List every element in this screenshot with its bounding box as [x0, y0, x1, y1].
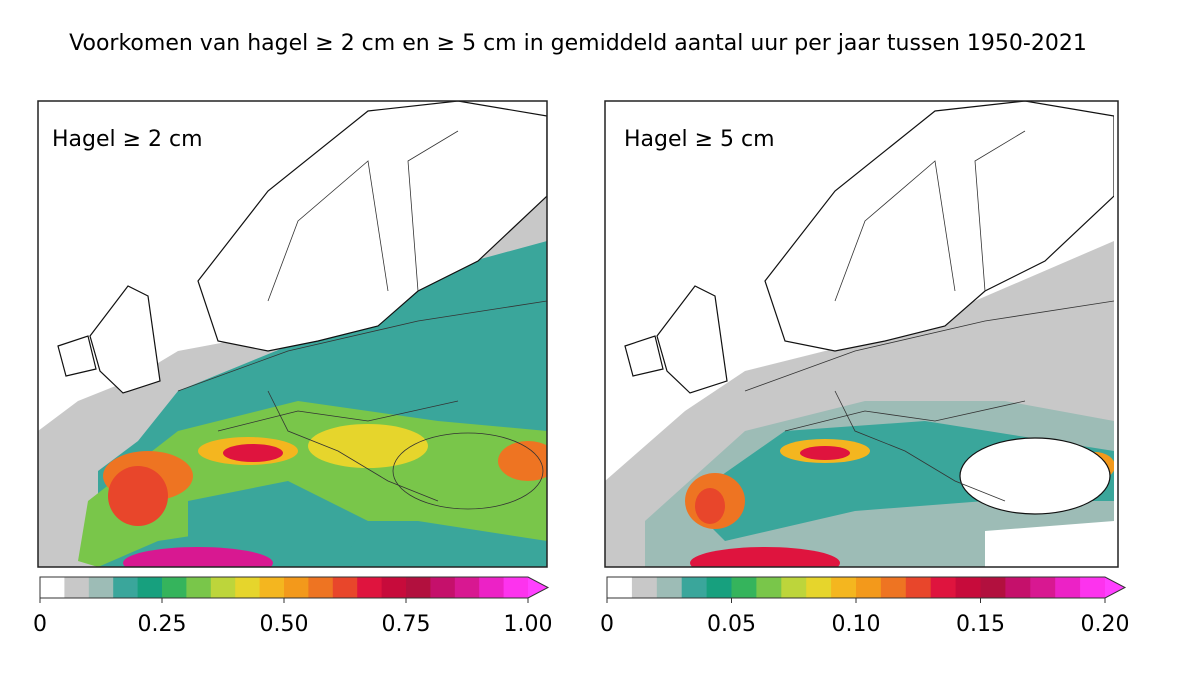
colorbar-tick-label: 0.10 [832, 612, 881, 637]
colorbar-segment [1030, 577, 1056, 598]
colorbar-outline [39, 576, 550, 599]
colorbar-tick-label: 0.05 [707, 612, 756, 637]
colorbar-segment [856, 577, 882, 598]
colorbar-tick-label: 0.75 [382, 612, 431, 637]
colorbar-segment [781, 577, 807, 598]
colorbar-segment [955, 577, 981, 598]
colorbar-segment [980, 577, 1006, 598]
colorbar-segment [406, 577, 431, 598]
colorbar-segment [706, 577, 732, 598]
colorbar-tick-label: 1.00 [504, 612, 553, 637]
colorbar-extend [528, 577, 548, 598]
panel-label: Hagel ≥ 2 cm [52, 127, 203, 152]
colorbar-segment [235, 577, 261, 598]
colorbar-segment [905, 577, 932, 598]
colorbar-segment [284, 577, 309, 598]
colorbar-segment [40, 577, 65, 598]
colorbar-segment [756, 577, 782, 598]
colorbar-segment [681, 577, 708, 598]
colorbar-segment [656, 577, 683, 598]
colorbar-tick-label: 0.20 [1081, 612, 1130, 637]
colorbar-segment [731, 577, 757, 598]
colorbar-extend [1105, 577, 1125, 598]
colorbar-tick-label: 0.15 [956, 612, 1005, 637]
colorbar-segment [1005, 577, 1031, 598]
figure-title: Voorkomen van hagel ≥ 2 cm en ≥ 5 cm in … [69, 31, 1087, 56]
colorbar-segment [806, 577, 832, 598]
colorbar-segment [210, 577, 236, 598]
colorbar-tick-label: 0.50 [260, 612, 309, 637]
colorbar-segment [880, 577, 907, 598]
colorbar-segment [454, 577, 480, 598]
colorbar-segment [64, 577, 90, 598]
colorbar-tick-label: 0 [33, 612, 47, 637]
colorbar-segment [1055, 577, 1081, 598]
colorbar-segment [332, 577, 358, 598]
colorbar-tick-label: 0 [600, 612, 614, 637]
colorbar-outline [606, 576, 1127, 599]
colorbar-segment [1080, 577, 1106, 598]
colorbar-segment [479, 577, 505, 598]
colorbar-segment [308, 577, 334, 598]
colorbar-segment [930, 577, 957, 598]
colorbar-segment [503, 577, 529, 598]
map [605, 101, 1114, 567]
colorbar-segment [381, 577, 407, 598]
colorbar-segment [430, 577, 456, 598]
colorbar-segment [357, 577, 383, 598]
colorbar-segment [186, 577, 212, 598]
map-frame [604, 100, 1119, 568]
colorbar-segment [162, 577, 187, 598]
colorbar-segment [631, 577, 658, 598]
panel-label: Hagel ≥ 5 cm [624, 127, 775, 152]
colorbar-segment [831, 577, 857, 598]
map [38, 101, 547, 567]
colorbar-tick-label: 0.25 [138, 612, 187, 637]
colorbar-segment [88, 577, 114, 598]
colorbar-segment [259, 577, 285, 598]
map-frame [37, 100, 548, 568]
colorbar-segment [137, 577, 163, 598]
colorbar-segment [113, 577, 139, 598]
colorbar-segment [607, 577, 633, 598]
